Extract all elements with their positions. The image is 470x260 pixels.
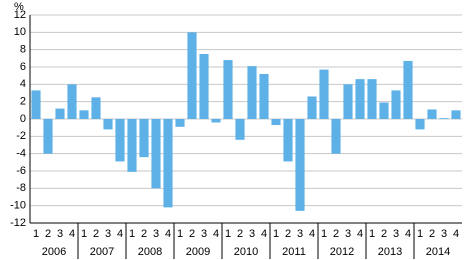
- bar: [175, 119, 185, 127]
- bar: [223, 60, 233, 119]
- x-tick-label: 4: [357, 228, 363, 240]
- x-tick-label: 1: [417, 228, 423, 240]
- bar: [415, 119, 425, 130]
- x-tick-label: 1: [321, 228, 327, 240]
- bar: [187, 32, 197, 120]
- y-tick-label: -12: [10, 217, 26, 229]
- y-tick-label: 12: [14, 9, 26, 21]
- x-group-label: 2009: [186, 246, 210, 258]
- x-tick-label: 3: [153, 228, 159, 240]
- y-tick-label: 10: [14, 26, 26, 38]
- x-tick-label: 3: [297, 228, 303, 240]
- bar: [247, 66, 257, 119]
- bar: [439, 118, 449, 119]
- x-tick-label: 1: [225, 228, 231, 240]
- x-tick-label: 2: [189, 228, 195, 240]
- y-axis-label: %: [14, 1, 24, 13]
- x-tick-label: 3: [201, 228, 207, 240]
- bar: [391, 90, 401, 119]
- bar: [367, 79, 377, 119]
- x-tick-label: 4: [261, 228, 267, 240]
- x-tick-label: 3: [249, 228, 255, 240]
- bar: [319, 69, 329, 119]
- x-tick-label: 1: [177, 228, 183, 240]
- x-tick-label: 2: [93, 228, 99, 240]
- bar: [43, 119, 53, 154]
- bar: [115, 119, 125, 162]
- bar: [55, 108, 65, 119]
- bar: [31, 90, 41, 119]
- x-tick-label: 3: [57, 228, 63, 240]
- bar: [79, 110, 89, 119]
- x-group-label: 2006: [42, 246, 66, 258]
- x-group-label: 2007: [90, 246, 114, 258]
- bar: [283, 119, 293, 162]
- bar: [103, 119, 113, 130]
- x-tick-label: 1: [81, 228, 87, 240]
- bar: [271, 119, 281, 126]
- y-tick-label: -10: [10, 200, 26, 212]
- x-tick-label: 4: [69, 228, 75, 240]
- x-tick-label: 2: [237, 228, 243, 240]
- bar: [139, 119, 149, 158]
- y-tick-label: 6: [20, 61, 26, 73]
- x-group-label: 2008: [138, 246, 162, 258]
- bar: [211, 119, 221, 123]
- y-tick-label: -6: [16, 165, 26, 177]
- x-tick-label: 3: [345, 228, 351, 240]
- bar: [259, 73, 269, 119]
- bar: [199, 54, 209, 119]
- x-group-label: 2013: [378, 246, 402, 258]
- y-tick-label: -8: [16, 182, 26, 194]
- bar: [331, 119, 341, 154]
- x-tick-label: 4: [117, 228, 123, 240]
- bar: [403, 60, 413, 119]
- bar: [91, 97, 101, 119]
- y-tick-label: -2: [16, 130, 26, 142]
- bar: [67, 84, 77, 119]
- x-tick-label: 1: [369, 228, 375, 240]
- bar: [163, 119, 173, 208]
- bar: [295, 119, 305, 211]
- bar: [427, 109, 437, 119]
- x-tick-label: 2: [381, 228, 387, 240]
- bar: [235, 119, 245, 140]
- bar: [343, 84, 353, 119]
- x-group-label: 2012: [330, 246, 354, 258]
- x-tick-label: 4: [405, 228, 411, 240]
- bar: [307, 96, 317, 119]
- x-group-label: 2011: [282, 246, 306, 258]
- bar: [379, 102, 389, 119]
- bar: [127, 119, 137, 172]
- x-tick-label: 4: [213, 228, 219, 240]
- x-tick-label: 2: [429, 228, 435, 240]
- x-tick-label: 2: [141, 228, 147, 240]
- x-tick-label: 4: [165, 228, 171, 240]
- x-tick-label: 2: [333, 228, 339, 240]
- y-tick-label: 2: [20, 96, 26, 108]
- x-tick-label: 3: [393, 228, 399, 240]
- x-tick-label: 1: [129, 228, 135, 240]
- x-tick-label: 2: [285, 228, 291, 240]
- bar: [151, 119, 161, 189]
- x-tick-label: 4: [453, 228, 459, 240]
- x-tick-label: 3: [105, 228, 111, 240]
- y-tick-label: 8: [20, 44, 26, 56]
- x-group-label: 2010: [234, 246, 258, 258]
- x-tick-label: 1: [33, 228, 39, 240]
- x-group-label: 2014: [426, 246, 450, 258]
- y-tick-label: 0: [20, 113, 26, 125]
- x-tick-label: 3: [441, 228, 447, 240]
- x-tick-label: 2: [45, 228, 51, 240]
- y-tick-label: 4: [20, 78, 26, 90]
- x-tick-label: 4: [309, 228, 315, 240]
- bar: [355, 79, 365, 119]
- x-tick-label: 1: [273, 228, 279, 240]
- bar: [451, 110, 461, 119]
- y-tick-label: -4: [16, 148, 26, 160]
